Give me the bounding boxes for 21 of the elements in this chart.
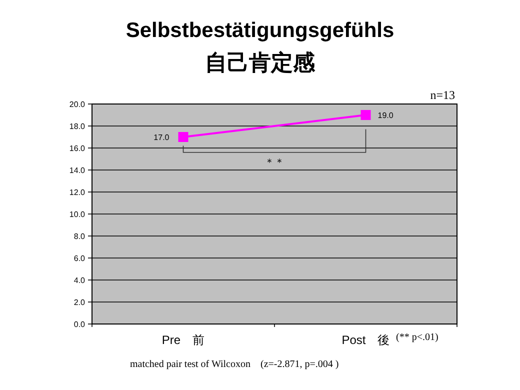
y-tick-label: 6.0 [74,254,86,263]
y-tick-label: 18.0 [69,122,86,131]
annotation: ＊＊ [264,157,284,168]
y-tick-label: 20.0 [69,100,86,109]
x-tick-label: Pre 前 [162,333,205,347]
y-tick-label: 8.0 [74,232,86,241]
y-tick-label: 4.0 [74,276,86,285]
text: n=13 [430,88,455,102]
y-tick-label: 0.0 [74,320,86,329]
y-tick-label: 14.0 [69,166,86,175]
data-label: 17.0 [154,133,170,142]
y-tick-label: 16.0 [69,144,86,153]
x-tick-label: Post 後 [342,333,390,347]
y-tick-label: 10.0 [69,210,86,219]
chart-subtitle: 自己肯定感 [205,50,316,75]
y-tick-label: 12.0 [69,188,86,197]
text: (** p<.01) [396,332,438,343]
text: matched pair test of Wilcoxon (z=-2.871, p=.004 ) [130,359,339,370]
y-tick-label: 2.0 [74,298,86,307]
chart-title: Selbstbestätigungsgefühls [126,19,394,42]
data-label: 19.0 [378,111,394,120]
